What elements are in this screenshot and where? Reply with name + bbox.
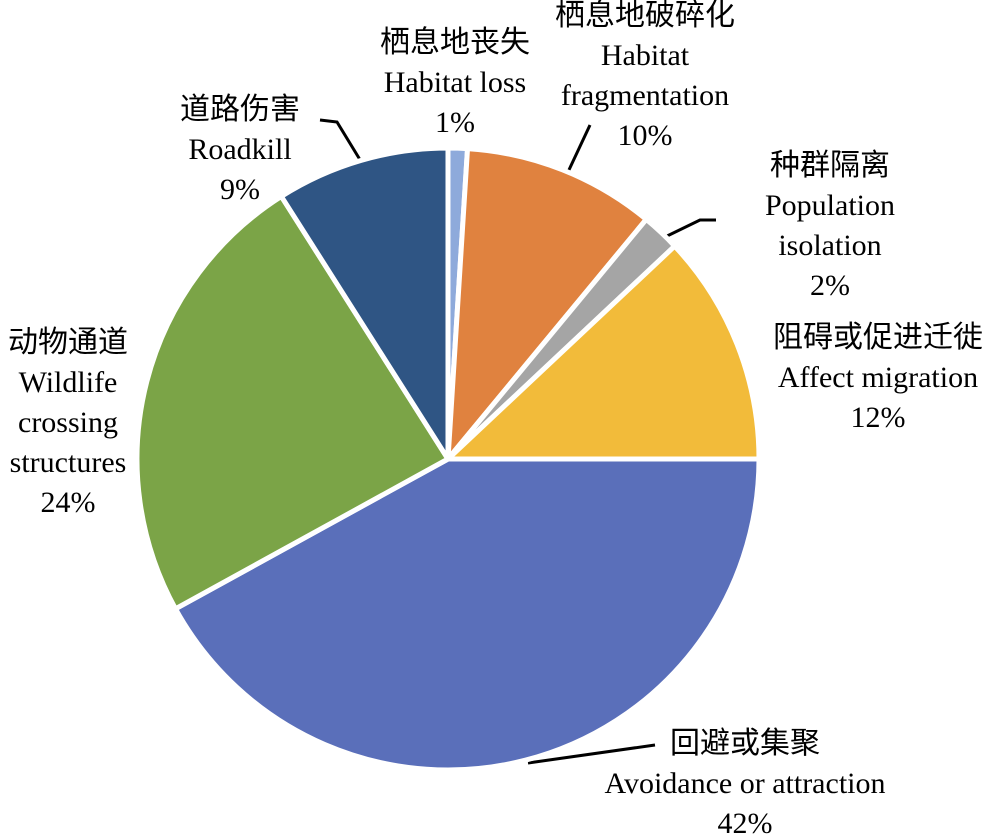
- slice-label: Population: [765, 189, 895, 222]
- slice-label-zh: 回避或集聚: [670, 727, 820, 760]
- slice-label: Wildlife: [19, 366, 118, 399]
- leader-line: [566, 124, 592, 173]
- slice-label: Affect migration: [778, 361, 978, 394]
- value-label: 12%: [851, 401, 906, 434]
- slice-label: Avoidance or attraction: [605, 767, 886, 800]
- pie-slice: [278, 145, 451, 462]
- slice-label: structures: [10, 446, 127, 479]
- value-label: 9%: [220, 173, 260, 206]
- value-label: 42%: [718, 807, 773, 839]
- slice-label: fragmentation: [561, 79, 729, 112]
- value-label: 24%: [41, 486, 96, 519]
- value-label: 1%: [435, 106, 475, 139]
- slice-label-zh: 栖息地破碎化: [555, 0, 735, 32]
- leader-line: [662, 218, 716, 240]
- slice-label: Habitat: [601, 39, 690, 72]
- slice-label-zh: 栖息地丧失: [380, 26, 530, 59]
- pie-slice: [445, 243, 762, 462]
- slice-label-zh: 种群隔离: [770, 149, 890, 182]
- slice-label: crossing: [18, 406, 118, 439]
- leader-line: [319, 118, 364, 164]
- value-label: 2%: [810, 269, 850, 302]
- leader-line: [527, 743, 656, 765]
- value-label: 10%: [618, 119, 673, 152]
- pie-slice: [172, 456, 762, 773]
- slice-label: Habitat loss: [384, 66, 527, 99]
- slice-label: Roadkill: [188, 133, 291, 166]
- slice-label: isolation: [778, 229, 881, 262]
- slice-label-zh: 道路伤害: [180, 93, 300, 126]
- slice-label-zh: 阻碍或促进迁徙: [773, 321, 983, 354]
- pie-slice: [134, 193, 451, 612]
- pie-slice: [445, 146, 649, 462]
- slice-label-zh: 动物通道: [8, 326, 128, 359]
